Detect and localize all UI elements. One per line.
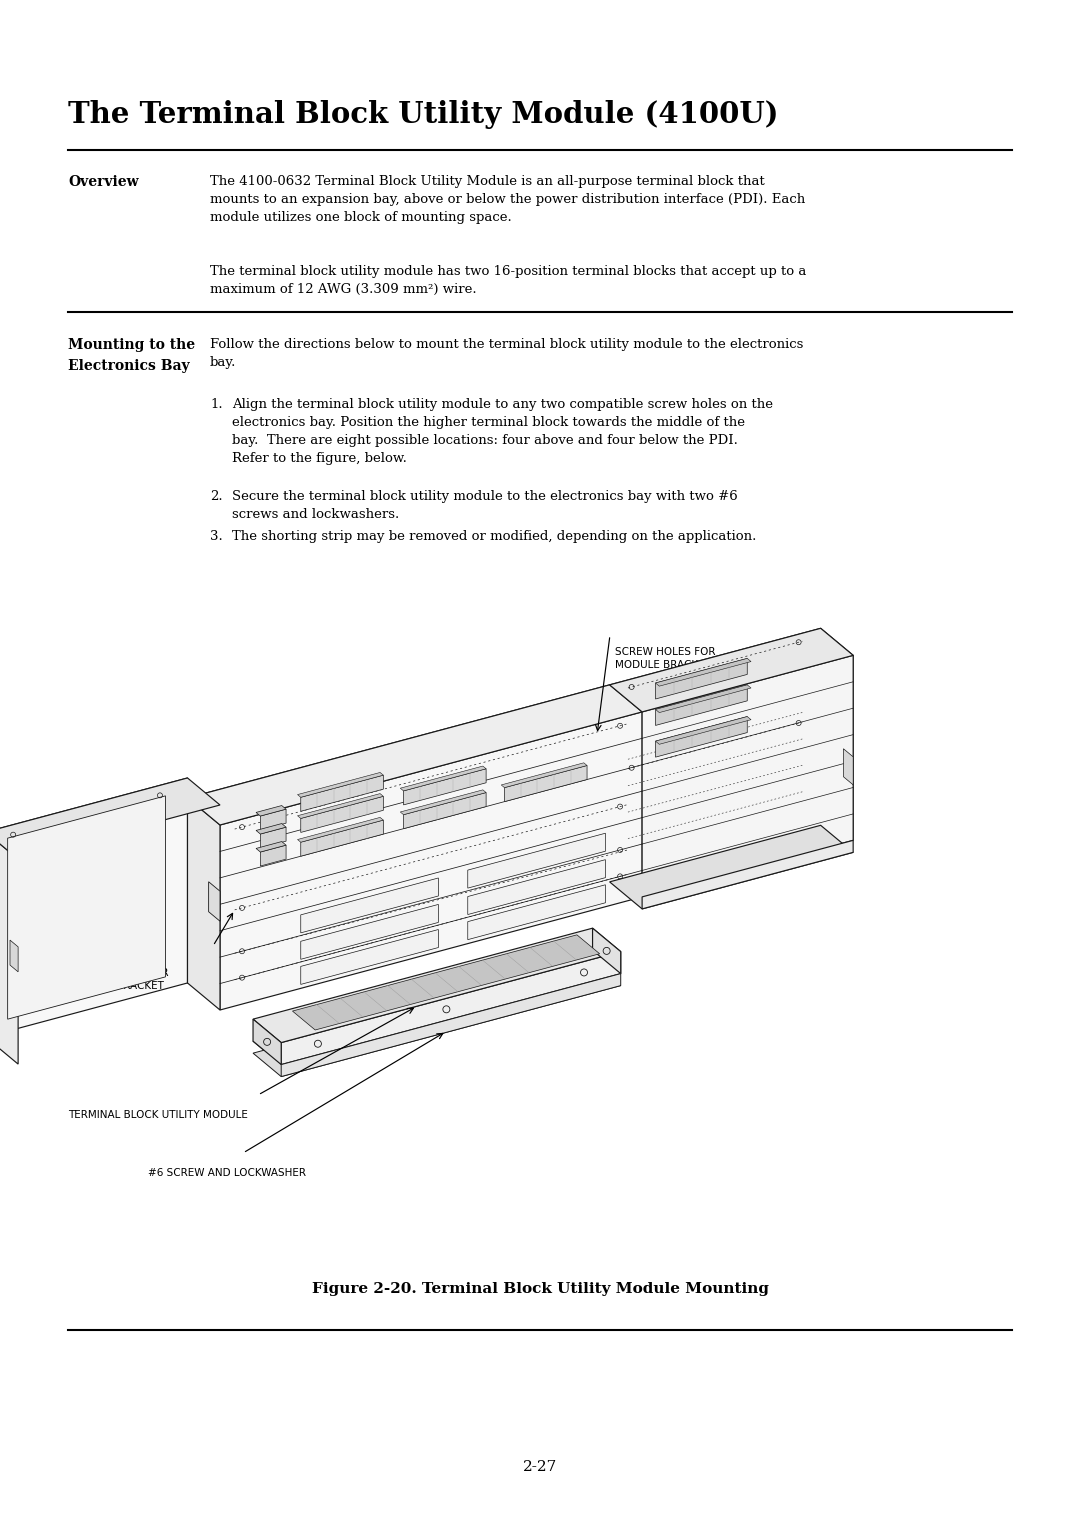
Polygon shape <box>300 796 383 833</box>
Text: #6 SCREW AND LOCKWASHER: #6 SCREW AND LOCKWASHER <box>148 1167 306 1178</box>
Polygon shape <box>656 717 747 758</box>
Polygon shape <box>300 879 438 934</box>
Polygon shape <box>643 840 853 909</box>
Polygon shape <box>253 1019 281 1065</box>
Polygon shape <box>256 824 286 834</box>
Polygon shape <box>656 659 751 686</box>
Polygon shape <box>656 685 751 712</box>
Text: The shorting strip may be removed or modified, depending on the application.: The shorting strip may be removed or mod… <box>232 530 756 542</box>
Polygon shape <box>504 766 588 802</box>
Polygon shape <box>843 749 853 785</box>
Text: The terminal block utility module has two 16-position terminal blocks that accep: The terminal block utility module has tw… <box>210 264 807 296</box>
Text: Mounting to the
Electronics Bay: Mounting to the Electronics Bay <box>68 338 195 373</box>
Polygon shape <box>468 860 606 915</box>
Text: 2.: 2. <box>210 490 222 503</box>
Text: Align the terminal block utility module to any two compatible screw holes on the: Align the terminal block utility module … <box>232 397 773 465</box>
Polygon shape <box>501 762 588 787</box>
Text: 1.: 1. <box>210 397 222 411</box>
Polygon shape <box>281 973 621 1077</box>
Text: SCREW HOLES FOR
MODULE BRACKET: SCREW HOLES FOR MODULE BRACKET <box>68 969 168 992</box>
Polygon shape <box>260 845 286 866</box>
Polygon shape <box>220 712 643 1010</box>
Text: Overview: Overview <box>68 176 138 189</box>
Polygon shape <box>300 821 383 856</box>
Polygon shape <box>297 793 383 819</box>
Polygon shape <box>656 659 747 698</box>
Polygon shape <box>609 825 853 909</box>
Polygon shape <box>300 775 383 811</box>
Polygon shape <box>281 952 621 1065</box>
Polygon shape <box>468 885 606 940</box>
Polygon shape <box>656 717 751 744</box>
Polygon shape <box>609 628 853 712</box>
Polygon shape <box>253 927 621 1042</box>
Polygon shape <box>253 950 621 1065</box>
Polygon shape <box>0 833 18 1063</box>
Polygon shape <box>656 685 747 726</box>
Polygon shape <box>188 685 609 983</box>
Text: 3.: 3. <box>210 530 222 542</box>
Text: 2-27: 2-27 <box>523 1459 557 1475</box>
Polygon shape <box>8 796 165 1019</box>
Polygon shape <box>253 963 621 1077</box>
Polygon shape <box>10 940 18 972</box>
Polygon shape <box>260 810 286 830</box>
Polygon shape <box>468 833 606 888</box>
Polygon shape <box>297 817 383 842</box>
Polygon shape <box>609 628 821 869</box>
Polygon shape <box>593 927 621 973</box>
Polygon shape <box>208 882 220 921</box>
Text: The 4100-0632 Terminal Block Utility Module is an all-purpose terminal block tha: The 4100-0632 Terminal Block Utility Mod… <box>210 176 806 225</box>
Polygon shape <box>188 798 220 1010</box>
Polygon shape <box>401 766 486 792</box>
Polygon shape <box>300 905 438 960</box>
Polygon shape <box>401 790 486 814</box>
Text: SCREW HOLES FOR
MODULE BRACKET: SCREW HOLES FOR MODULE BRACKET <box>615 646 715 671</box>
Polygon shape <box>300 929 438 984</box>
Polygon shape <box>293 935 599 1030</box>
Polygon shape <box>260 827 286 848</box>
Polygon shape <box>643 656 853 897</box>
Polygon shape <box>188 685 643 825</box>
Polygon shape <box>404 793 486 828</box>
Polygon shape <box>821 628 853 840</box>
Text: Follow the directions below to mount the terminal block utility module to the el: Follow the directions below to mount the… <box>210 338 804 368</box>
Polygon shape <box>404 769 486 805</box>
Polygon shape <box>0 778 188 1038</box>
Text: TERMINAL BLOCK UTILITY MODULE: TERMINAL BLOCK UTILITY MODULE <box>68 1109 248 1120</box>
Text: Secure the terminal block utility module to the electronics bay with two #6
scre: Secure the terminal block utility module… <box>232 490 738 521</box>
Polygon shape <box>297 773 383 798</box>
Polygon shape <box>256 842 286 853</box>
Polygon shape <box>0 778 220 859</box>
Polygon shape <box>256 805 286 816</box>
Text: Figure 2-20. Terminal Block Utility Module Mounting: Figure 2-20. Terminal Block Utility Modu… <box>311 1282 769 1296</box>
Text: The Terminal Block Utility Module (4100U): The Terminal Block Utility Module (4100U… <box>68 99 779 128</box>
